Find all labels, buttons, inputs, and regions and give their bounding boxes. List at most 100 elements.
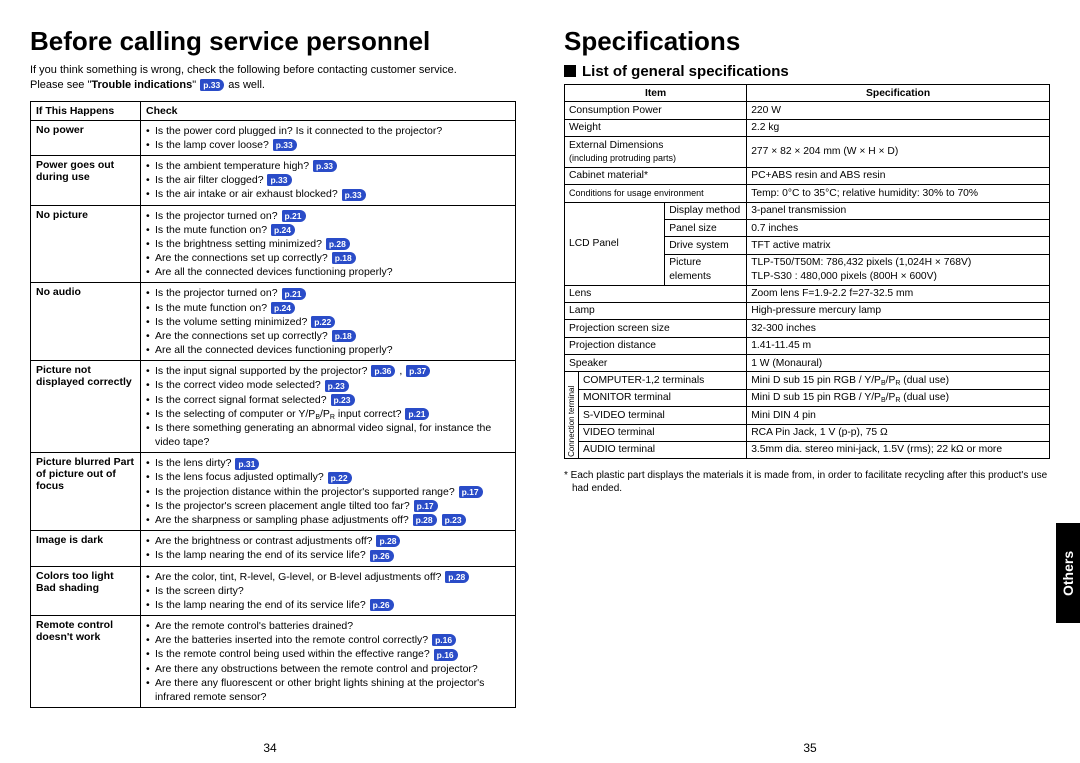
- spec-row: Consumption Power220 W: [565, 102, 1050, 119]
- others-tab: Others: [1056, 523, 1080, 623]
- pageref-icon: p.28: [376, 535, 400, 547]
- subhead: List of general specifications: [564, 63, 1050, 80]
- spec-row: MONITOR terminalMini D sub 15 pin RGB / …: [565, 389, 1050, 406]
- spec-value: Zoom lens F=1.9-2.2 f=27-32.5 mm: [747, 285, 1050, 302]
- happens-cell: No picture: [31, 205, 141, 283]
- pageref-icon: p.37: [406, 365, 430, 377]
- spec-value: 3-panel transmission: [747, 202, 1050, 219]
- pageref-icon: p.18: [332, 330, 356, 342]
- spec-subitem: S-VIDEO terminal: [579, 407, 747, 424]
- spec-value: 2.2 kg: [747, 119, 1050, 136]
- check-item: Are there any fluorescent or other brigh…: [146, 676, 510, 704]
- pageref-icon: p.21: [405, 408, 429, 420]
- check-item: Are the brightness or contrast adjustmen…: [146, 534, 510, 548]
- happens-cell: No power: [31, 120, 141, 155]
- spec-row: Speaker1 W (Monaural): [565, 355, 1050, 372]
- intro-text: If you think something is wrong, check t…: [30, 63, 516, 93]
- spec-item: Lens: [565, 285, 747, 302]
- spec-item: Lamp: [565, 302, 747, 319]
- check-cell: Are the remote control's batteries drain…: [141, 616, 516, 708]
- table-row: Remote control doesn't workAre the remot…: [31, 616, 516, 708]
- check-item: Is the volume setting minimized? p.22: [146, 315, 510, 329]
- spec-subitem: Pictureelements: [665, 254, 747, 285]
- spec-value: 32-300 inches: [747, 320, 1050, 337]
- pageref-icon: p.33: [273, 139, 297, 151]
- happens-cell: Power goes out during use: [31, 156, 141, 206]
- check-cell: Are the color, tint, R-level, G-level, o…: [141, 566, 516, 616]
- spec-subitem: Display method: [665, 202, 747, 219]
- check-item: Is the projection distance within the pr…: [146, 485, 510, 499]
- page-number-left: 34: [0, 741, 540, 755]
- spec-subitem: Drive system: [665, 237, 747, 254]
- spec-row: Cabinet material*PC+ABS resin and ABS re…: [565, 167, 1050, 184]
- table-row: No pictureIs the projector turned on? p.…: [31, 205, 516, 283]
- check-cell: Is the lens dirty? p.31Is the lens focus…: [141, 453, 516, 531]
- pageref-icon: p.22: [311, 316, 335, 328]
- happens-cell: Image is dark: [31, 531, 141, 566]
- intro-2b: Trouble indications: [91, 79, 192, 91]
- spec-value: TLP-T50/T50M: 786,432 pixels (1,024H × 7…: [747, 254, 1050, 285]
- check-item: Are there any obstructions between the r…: [146, 662, 510, 676]
- pageref-icon: p.24: [271, 302, 295, 314]
- left-title: Before calling service personnel: [30, 26, 516, 57]
- pageref-icon: p.17: [414, 500, 438, 512]
- spec-value: RCA Pin Jack, 1 V (p-p), 75 Ω: [747, 424, 1050, 441]
- table-row: No power Is the power cord plugged in? Is…: [31, 120, 516, 155]
- spec-subitem: MONITOR terminal: [579, 389, 747, 406]
- spec-value: 1.41-11.45 m: [747, 337, 1050, 354]
- spec-row: S-VIDEO terminalMini DIN 4 pin: [565, 407, 1050, 424]
- pageref-icon: p.28: [445, 571, 469, 583]
- spec-value: Mini D sub 15 pin RGB / Y/PB/PR (dual us…: [747, 372, 1050, 389]
- check-item: Is the lens dirty? p.31: [146, 456, 510, 470]
- spec-value: 277 × 82 × 204 mm (W × H × D): [747, 137, 1050, 168]
- check-cell: Is the input signal supported by the pro…: [141, 361, 516, 453]
- spec-row: Connection terminalCOMPUTER-1,2 terminal…: [565, 372, 1050, 389]
- check-item: Is the selecting of computer or Y/PB/PR …: [146, 407, 510, 421]
- check-item: Is the lamp cover loose? p.33: [146, 138, 510, 152]
- spec-item: Speaker: [565, 355, 747, 372]
- trouble-table: If This Happens Check No powerIs the pow…: [30, 101, 516, 708]
- pageref-icon: p.22: [328, 472, 352, 484]
- spec-row: LCD PanelDisplay method3-panel transmiss…: [565, 202, 1050, 219]
- check-item: Is the projector's screen placement angl…: [146, 499, 510, 513]
- check-item: Is the ambient temperature high? p.33: [146, 159, 510, 173]
- pageref-icon: p.23: [325, 380, 349, 392]
- spec-item: Projection distance: [565, 337, 747, 354]
- pageref-icon: p.23: [442, 514, 466, 526]
- th-check: Check: [141, 101, 516, 120]
- check-cell: Is the projector turned on? p.21Is the m…: [141, 205, 516, 283]
- subhead-text: List of general specifications: [582, 63, 789, 80]
- spec-value: 0.7 inches: [747, 220, 1050, 237]
- check-item: Is the air intake or air exhaust blocked…: [146, 187, 510, 201]
- spec-row: LampHigh-pressure mercury lamp: [565, 302, 1050, 319]
- intro-2c: ": [192, 79, 199, 91]
- pageref-icon: p.16: [432, 634, 456, 646]
- happens-cell: Picture not displayed correctly: [31, 361, 141, 453]
- happens-cell: Colors too light Bad shading: [31, 566, 141, 616]
- th-item: Item: [565, 85, 747, 102]
- spec-item: Consumption Power: [565, 102, 747, 119]
- footnote: * Each plastic part displays the materia…: [564, 469, 1050, 495]
- pageref-icon: p.28: [326, 238, 350, 250]
- table-row: No audioIs the projector turned on? p.21…: [31, 283, 516, 361]
- check-cell: Are the brightness or contrast adjustmen…: [141, 531, 516, 566]
- check-item: Is the power cord plugged in? Is it conn…: [146, 124, 510, 138]
- check-item: Are the color, tint, R-level, G-level, o…: [146, 570, 510, 584]
- pageref-icon: p.33: [200, 79, 224, 91]
- spec-item: Conditions for usage environment: [565, 185, 747, 202]
- check-cell: Is the power cord plugged in? Is it conn…: [141, 120, 516, 155]
- check-item: Are the batteries inserted into the remo…: [146, 633, 510, 647]
- check-item: Is the lamp nearing the end of its servi…: [146, 598, 510, 612]
- pageref-icon: p.26: [370, 599, 394, 611]
- page-left: Before calling service personnel If you …: [0, 0, 540, 763]
- check-item: Is the correct video mode selected? p.23: [146, 378, 510, 392]
- spec-row: LensZoom lens F=1.9-2.2 f=27-32.5 mm: [565, 285, 1050, 302]
- spec-row: External Dimensions(including protruding…: [565, 137, 1050, 168]
- table-row: Power goes out during useIs the ambient …: [31, 156, 516, 206]
- check-item: Is the lamp nearing the end of its servi…: [146, 548, 510, 562]
- check-item: Are the connections set up correctly? p.…: [146, 329, 510, 343]
- check-cell: Is the ambient temperature high? p.33 Is …: [141, 156, 516, 206]
- pageref-icon: p.28: [413, 514, 437, 526]
- connection-terminal-label: Connection terminal: [565, 372, 579, 459]
- intro-2d: as well.: [225, 79, 265, 91]
